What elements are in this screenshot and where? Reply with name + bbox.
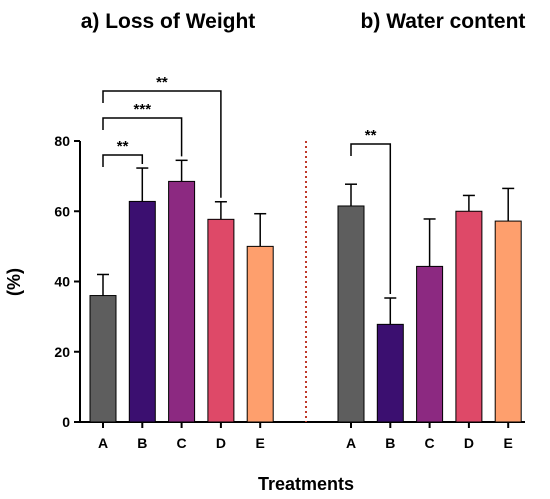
x-tick-label: B [385, 435, 395, 451]
significance-bracket [350, 143, 392, 295]
significance-label: ** [365, 127, 377, 144]
bar-b-A [337, 205, 365, 423]
x-tick-label: B [137, 435, 147, 451]
x-tick-label: C [177, 435, 187, 451]
chart-title-b: b) Water content [361, 10, 526, 33]
y-tick-label: 0 [62, 414, 70, 430]
significance-layer: ********* [102, 74, 392, 295]
x-tick-label: A [98, 435, 108, 451]
bar-a-D [207, 218, 235, 423]
y-tick-label: 80 [54, 133, 70, 149]
bar-b-E [494, 220, 522, 423]
significance-bracket [102, 154, 144, 167]
significance-label: *** [134, 101, 152, 118]
y-tick-label: 20 [54, 344, 70, 360]
bar-a-B [128, 200, 156, 423]
significance-label: ** [156, 74, 168, 91]
bar-a-E [246, 245, 274, 423]
x-tick-label: C [425, 435, 435, 451]
significance-bracket [102, 90, 222, 198]
x-tick-label: D [464, 435, 474, 451]
x-tick-label: D [216, 435, 226, 451]
bar-b-B [376, 323, 404, 423]
x-tick-label: E [504, 435, 513, 451]
bar-b-C [416, 265, 444, 423]
bar-b-D [455, 210, 483, 423]
bar-a-C [168, 180, 196, 423]
significance-bracket [102, 117, 183, 157]
y-axis-title: (%) [4, 268, 24, 296]
significance-label: ** [117, 138, 129, 155]
x-tick-label: E [256, 435, 265, 451]
y-tick-label: 40 [54, 274, 70, 290]
x-axis-title: Treatments [258, 474, 354, 494]
y-tick-label: 60 [54, 203, 70, 219]
x-tick-label: A [346, 435, 356, 451]
chart-title-a: a) Loss of Weight [81, 10, 256, 33]
y-tick-layer: 0 20 40 60 80 [54, 133, 80, 430]
bar-a-A [89, 295, 117, 423]
